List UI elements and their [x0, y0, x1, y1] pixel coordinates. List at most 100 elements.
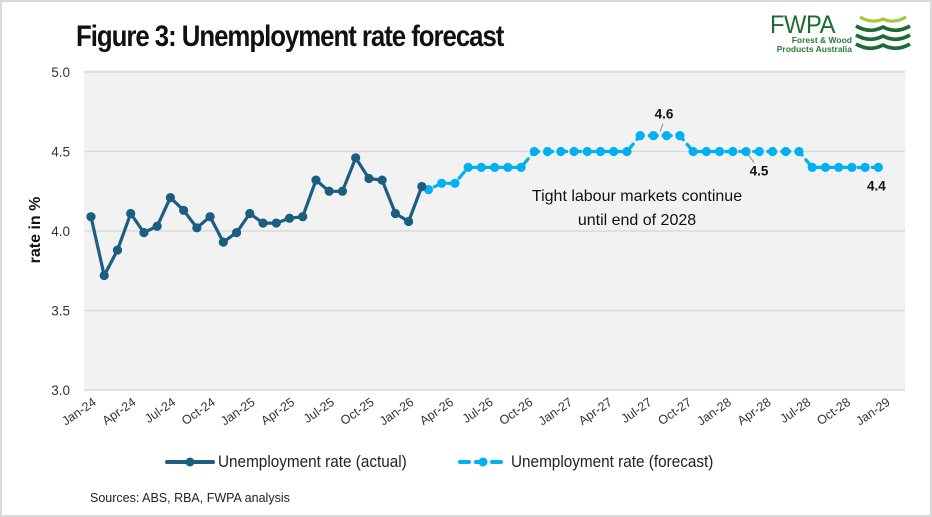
y-tick-label: 5.0 [51, 65, 70, 80]
data-point-forecast [490, 162, 500, 172]
legend-item-forecast[interactable]: Unemployment rate (forecast) [457, 452, 736, 472]
x-tick-label: Jul-24 [142, 395, 178, 426]
data-point-forecast [794, 146, 804, 157]
legend: Unemployment rate (actual) Unemployment … [165, 452, 766, 472]
fwpa-logo: FWPA Forest & Wood Products Australia [770, 11, 911, 56]
data-point-forecast [529, 146, 539, 157]
logo-waves-icon [855, 15, 911, 51]
data-point-actual [390, 208, 400, 219]
x-tick-label: Jul-28 [777, 395, 813, 426]
x-tick-label: Oct-27 [655, 395, 694, 428]
x-tick-label: Apr-28 [735, 395, 774, 428]
logo-sub-line-2: Products Australia [776, 44, 852, 54]
data-point-actual [165, 193, 175, 203]
data-point-actual [152, 221, 162, 231]
legend-actual-marker-icon [165, 457, 215, 467]
legend-actual-label: Unemployment rate (actual) [218, 452, 407, 471]
data-point-actual [192, 223, 202, 233]
data-point-actual [231, 227, 242, 238]
x-tick-label: Jul-26 [460, 395, 496, 426]
data-point-actual [258, 218, 268, 228]
x-tick-label: Jul-27 [619, 395, 655, 426]
data-point-actual [271, 218, 281, 228]
data-point-actual [86, 212, 96, 222]
data-point-forecast [688, 146, 698, 157]
data-point-actual [417, 181, 427, 192]
annotation-label-end: 4.4 [867, 178, 886, 193]
data-point-forecast [741, 146, 751, 157]
data-point-forecast [556, 146, 566, 157]
legend-forecast-marker-icon [457, 457, 508, 467]
data-point-forecast [860, 162, 870, 172]
data-point-actual [364, 173, 374, 184]
annotation-leaders [659, 123, 755, 163]
data-point-forecast [714, 146, 725, 157]
x-tick-label: Jan-29 [853, 395, 892, 428]
data-point-actual [377, 175, 387, 185]
data-point-actual [112, 245, 123, 255]
x-tick-label: Jul-25 [301, 395, 337, 426]
annotation-label-mid: 4.5 [750, 164, 769, 179]
data-point-actual [245, 208, 255, 219]
series-group [86, 131, 883, 281]
annotation-note-line-2: until end of 2028 [578, 212, 696, 229]
data-point-actual [218, 237, 228, 247]
annotations: 4.6 4.5 4.4 Tight labour markets continue un… [532, 107, 886, 229]
x-tick-label: Jan-24 [59, 395, 98, 428]
data-point-actual [126, 208, 136, 219]
y-tick-label: 3.5 [51, 304, 70, 319]
data-point-forecast [582, 146, 592, 157]
data-point-forecast [648, 131, 659, 141]
data-point-forecast [662, 131, 672, 141]
x-tick-label: Apr-26 [417, 395, 456, 428]
data-point-forecast [834, 162, 844, 172]
line-chart: 3.0 3.5 4.0 4.5 5.0 Jan-24 Apr-24 Jul-24 Oct-24… [51, 65, 905, 428]
data-point-forecast [728, 146, 738, 157]
x-tick-label: Oct-28 [814, 395, 853, 428]
sources-note: Sources: ABS, RBA, FWPA analysis [90, 491, 290, 505]
data-point-forecast [847, 162, 857, 172]
x-tick-label: Apr-27 [576, 395, 615, 428]
x-tick-label: Oct-25 [338, 395, 377, 428]
plot-area [84, 70, 905, 390]
data-point-actual [284, 213, 295, 223]
chart-title: Figure 3: Unemployment rate forecast [76, 20, 504, 53]
data-point-forecast [781, 146, 791, 157]
data-point-forecast [516, 162, 526, 172]
annotation-leader-4-5 [747, 154, 755, 163]
data-point-forecast [622, 146, 632, 157]
data-point-forecast [595, 146, 606, 157]
data-point-forecast [569, 146, 579, 157]
data-point-forecast [873, 162, 883, 172]
data-point-forecast [635, 131, 645, 141]
annotation-leader-4-6 [659, 123, 664, 132]
data-point-forecast [701, 146, 711, 157]
x-tick-label: Jan-28 [695, 395, 734, 428]
data-point-actual [337, 186, 348, 196]
data-point-forecast [542, 146, 553, 157]
y-tick-label: 3.0 [51, 383, 70, 398]
data-point-actual [205, 212, 215, 222]
data-point-actual [139, 227, 149, 238]
x-tick-label: Jan-27 [536, 395, 575, 428]
data-point-forecast [767, 146, 778, 157]
data-point-forecast [463, 162, 473, 172]
legend-forecast-label: Unemployment rate (forecast) [510, 452, 714, 471]
data-point-forecast [476, 162, 486, 172]
legend-item-actual[interactable]: Unemployment rate (actual) [165, 452, 428, 472]
data-point-forecast [754, 146, 764, 157]
y-tick-labels: 3.0 3.5 4.0 4.5 5.0 [51, 65, 70, 398]
annotation-note-line-1: Tight labour markets continue [532, 188, 742, 205]
logo-main-text: FWPA [770, 11, 835, 39]
x-tick-label: Oct-24 [179, 395, 218, 428]
logo-text: FWPA Forest & Wood Products Australia [770, 11, 852, 54]
data-point-actual [99, 270, 109, 281]
data-point-actual [324, 186, 334, 196]
data-point-actual [351, 153, 361, 163]
data-point-actual [298, 212, 308, 222]
data-point-actual [404, 216, 414, 227]
data-point-forecast [807, 162, 817, 172]
x-tick-label: Jan-26 [377, 395, 416, 428]
data-point-actual [311, 175, 321, 185]
data-point-forecast [450, 178, 460, 188]
